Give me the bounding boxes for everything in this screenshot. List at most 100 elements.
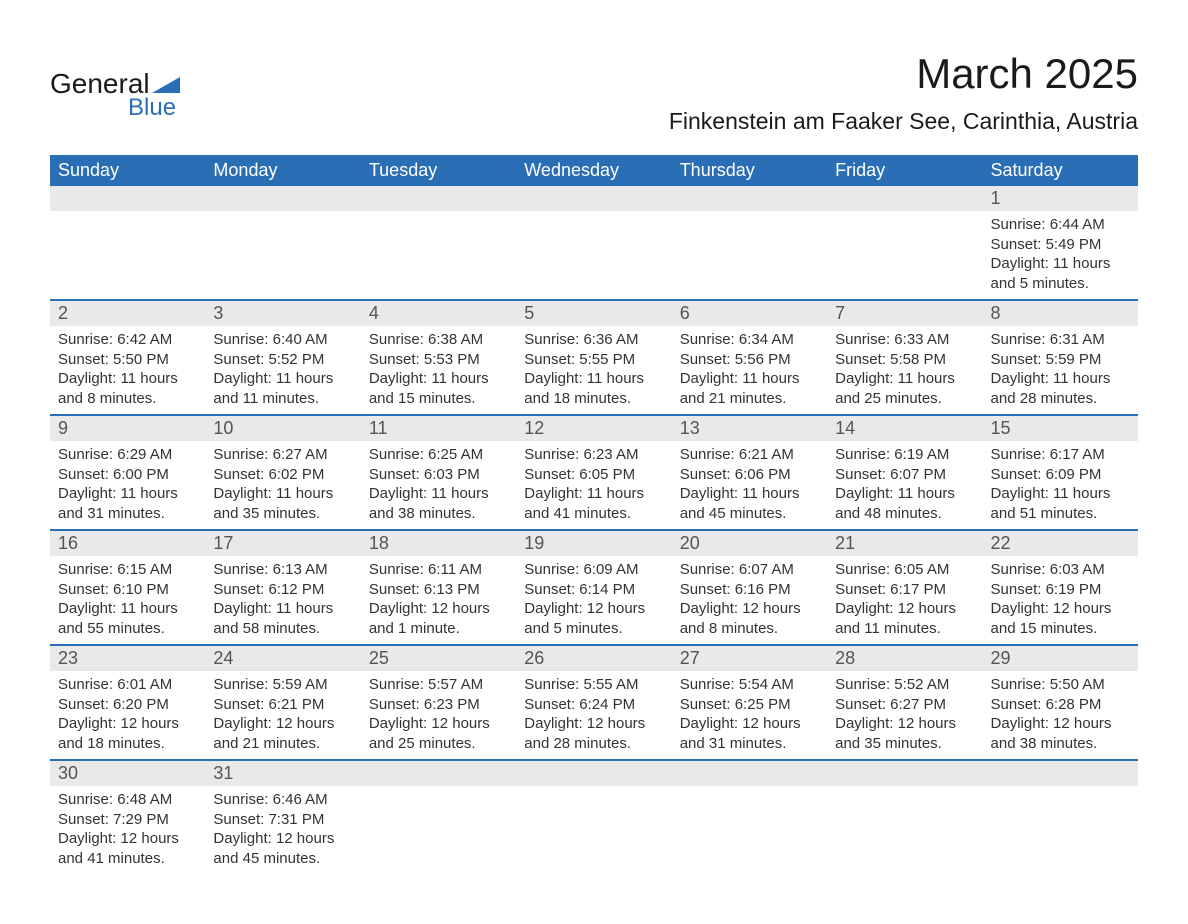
calendar-cell: 5Sunrise: 6:36 AMSunset: 5:55 PMDaylight… — [516, 300, 671, 415]
day-content: Sunrise: 6:31 AMSunset: 5:59 PMDaylight:… — [983, 326, 1138, 414]
day-number — [516, 186, 671, 211]
day-content: Sunrise: 6:05 AMSunset: 6:17 PMDaylight:… — [827, 556, 982, 644]
day-number — [983, 761, 1138, 786]
calendar-cell: 7Sunrise: 6:33 AMSunset: 5:58 PMDaylight… — [827, 300, 982, 415]
calendar-cell — [516, 760, 671, 874]
day-header: Tuesday — [361, 155, 516, 186]
calendar-cell: 10Sunrise: 6:27 AMSunset: 6:02 PMDayligh… — [205, 415, 360, 530]
day-number: 11 — [361, 416, 516, 441]
day-content — [516, 211, 671, 291]
daylight-text: Daylight: 12 hours and 18 minutes. — [58, 714, 197, 753]
sunrise-text: Sunrise: 6:34 AM — [680, 330, 819, 350]
daylight-text: Daylight: 12 hours and 15 minutes. — [991, 599, 1130, 638]
day-number: 16 — [50, 531, 205, 556]
day-content — [205, 211, 360, 291]
calendar-cell — [672, 760, 827, 874]
calendar-cell: 13Sunrise: 6:21 AMSunset: 6:06 PMDayligh… — [672, 415, 827, 530]
sunset-text: Sunset: 6:09 PM — [991, 465, 1130, 485]
calendar-cell: 28Sunrise: 5:52 AMSunset: 6:27 PMDayligh… — [827, 645, 982, 760]
day-number: 30 — [50, 761, 205, 786]
sunset-text: Sunset: 5:50 PM — [58, 350, 197, 370]
day-content: Sunrise: 5:55 AMSunset: 6:24 PMDaylight:… — [516, 671, 671, 759]
day-number: 21 — [827, 531, 982, 556]
sunset-text: Sunset: 5:56 PM — [680, 350, 819, 370]
daylight-text: Daylight: 11 hours and 31 minutes. — [58, 484, 197, 523]
day-header: Wednesday — [516, 155, 671, 186]
day-content: Sunrise: 6:36 AMSunset: 5:55 PMDaylight:… — [516, 326, 671, 414]
daylight-text: Daylight: 11 hours and 58 minutes. — [213, 599, 352, 638]
calendar-cell — [205, 186, 360, 300]
day-number — [672, 186, 827, 211]
day-content: Sunrise: 6:44 AMSunset: 5:49 PMDaylight:… — [983, 211, 1138, 299]
daylight-text: Daylight: 12 hours and 38 minutes. — [991, 714, 1130, 753]
daylight-text: Daylight: 11 hours and 25 minutes. — [835, 369, 974, 408]
sunset-text: Sunset: 6:06 PM — [680, 465, 819, 485]
calendar-cell: 19Sunrise: 6:09 AMSunset: 6:14 PMDayligh… — [516, 530, 671, 645]
sunset-text: Sunset: 6:03 PM — [369, 465, 508, 485]
sunrise-text: Sunrise: 5:54 AM — [680, 675, 819, 695]
day-number: 1 — [983, 186, 1138, 211]
calendar-cell: 25Sunrise: 5:57 AMSunset: 6:23 PMDayligh… — [361, 645, 516, 760]
daylight-text: Daylight: 12 hours and 11 minutes. — [835, 599, 974, 638]
day-content — [361, 211, 516, 291]
sunset-text: Sunset: 6:13 PM — [369, 580, 508, 600]
sunrise-text: Sunrise: 6:01 AM — [58, 675, 197, 695]
day-content: Sunrise: 6:34 AMSunset: 5:56 PMDaylight:… — [672, 326, 827, 414]
day-number — [361, 186, 516, 211]
daylight-text: Daylight: 11 hours and 28 minutes. — [991, 369, 1130, 408]
daylight-text: Daylight: 11 hours and 55 minutes. — [58, 599, 197, 638]
day-content: Sunrise: 5:54 AMSunset: 6:25 PMDaylight:… — [672, 671, 827, 759]
day-header: Monday — [205, 155, 360, 186]
sunset-text: Sunset: 6:27 PM — [835, 695, 974, 715]
daylight-text: Daylight: 11 hours and 11 minutes. — [213, 369, 352, 408]
calendar-cell: 1Sunrise: 6:44 AMSunset: 5:49 PMDaylight… — [983, 186, 1138, 300]
daylight-text: Daylight: 12 hours and 1 minute. — [369, 599, 508, 638]
day-content — [672, 786, 827, 866]
day-number: 9 — [50, 416, 205, 441]
day-header: Thursday — [672, 155, 827, 186]
daylight-text: Daylight: 11 hours and 15 minutes. — [369, 369, 508, 408]
day-content: Sunrise: 5:52 AMSunset: 6:27 PMDaylight:… — [827, 671, 982, 759]
sunset-text: Sunset: 6:02 PM — [213, 465, 352, 485]
day-content — [827, 211, 982, 291]
page-title: March 2025 — [669, 50, 1138, 98]
day-header: Saturday — [983, 155, 1138, 186]
day-content: Sunrise: 6:21 AMSunset: 6:06 PMDaylight:… — [672, 441, 827, 529]
sunset-text: Sunset: 6:19 PM — [991, 580, 1130, 600]
daylight-text: Daylight: 12 hours and 41 minutes. — [58, 829, 197, 868]
calendar-cell — [50, 186, 205, 300]
sunset-text: Sunset: 6:05 PM — [524, 465, 663, 485]
sunset-text: Sunset: 5:49 PM — [991, 235, 1130, 255]
calendar-cell: 30Sunrise: 6:48 AMSunset: 7:29 PMDayligh… — [50, 760, 205, 874]
day-content: Sunrise: 6:07 AMSunset: 6:16 PMDaylight:… — [672, 556, 827, 644]
calendar-cell: 26Sunrise: 5:55 AMSunset: 6:24 PMDayligh… — [516, 645, 671, 760]
calendar-cell: 31Sunrise: 6:46 AMSunset: 7:31 PMDayligh… — [205, 760, 360, 874]
calendar-cell: 14Sunrise: 6:19 AMSunset: 6:07 PMDayligh… — [827, 415, 982, 530]
day-content: Sunrise: 5:57 AMSunset: 6:23 PMDaylight:… — [361, 671, 516, 759]
sunrise-text: Sunrise: 6:13 AM — [213, 560, 352, 580]
calendar-cell: 23Sunrise: 6:01 AMSunset: 6:20 PMDayligh… — [50, 645, 205, 760]
daylight-text: Daylight: 11 hours and 41 minutes. — [524, 484, 663, 523]
day-content: Sunrise: 5:59 AMSunset: 6:21 PMDaylight:… — [205, 671, 360, 759]
calendar-cell: 4Sunrise: 6:38 AMSunset: 5:53 PMDaylight… — [361, 300, 516, 415]
day-number: 26 — [516, 646, 671, 671]
daylight-text: Daylight: 11 hours and 21 minutes. — [680, 369, 819, 408]
sunset-text: Sunset: 6:21 PM — [213, 695, 352, 715]
day-number — [205, 186, 360, 211]
calendar-cell — [827, 186, 982, 300]
day-number: 18 — [361, 531, 516, 556]
day-content: Sunrise: 6:27 AMSunset: 6:02 PMDaylight:… — [205, 441, 360, 529]
calendar-cell — [983, 760, 1138, 874]
sunrise-text: Sunrise: 5:50 AM — [991, 675, 1130, 695]
day-number: 27 — [672, 646, 827, 671]
day-content: Sunrise: 6:01 AMSunset: 6:20 PMDaylight:… — [50, 671, 205, 759]
day-number — [827, 186, 982, 211]
day-number: 31 — [205, 761, 360, 786]
location-subtitle: Finkenstein am Faaker See, Carinthia, Au… — [669, 108, 1138, 135]
day-number — [50, 186, 205, 211]
sunrise-text: Sunrise: 6:27 AM — [213, 445, 352, 465]
sunset-text: Sunset: 6:17 PM — [835, 580, 974, 600]
calendar-cell — [516, 186, 671, 300]
daylight-text: Daylight: 11 hours and 48 minutes. — [835, 484, 974, 523]
sunset-text: Sunset: 6:16 PM — [680, 580, 819, 600]
